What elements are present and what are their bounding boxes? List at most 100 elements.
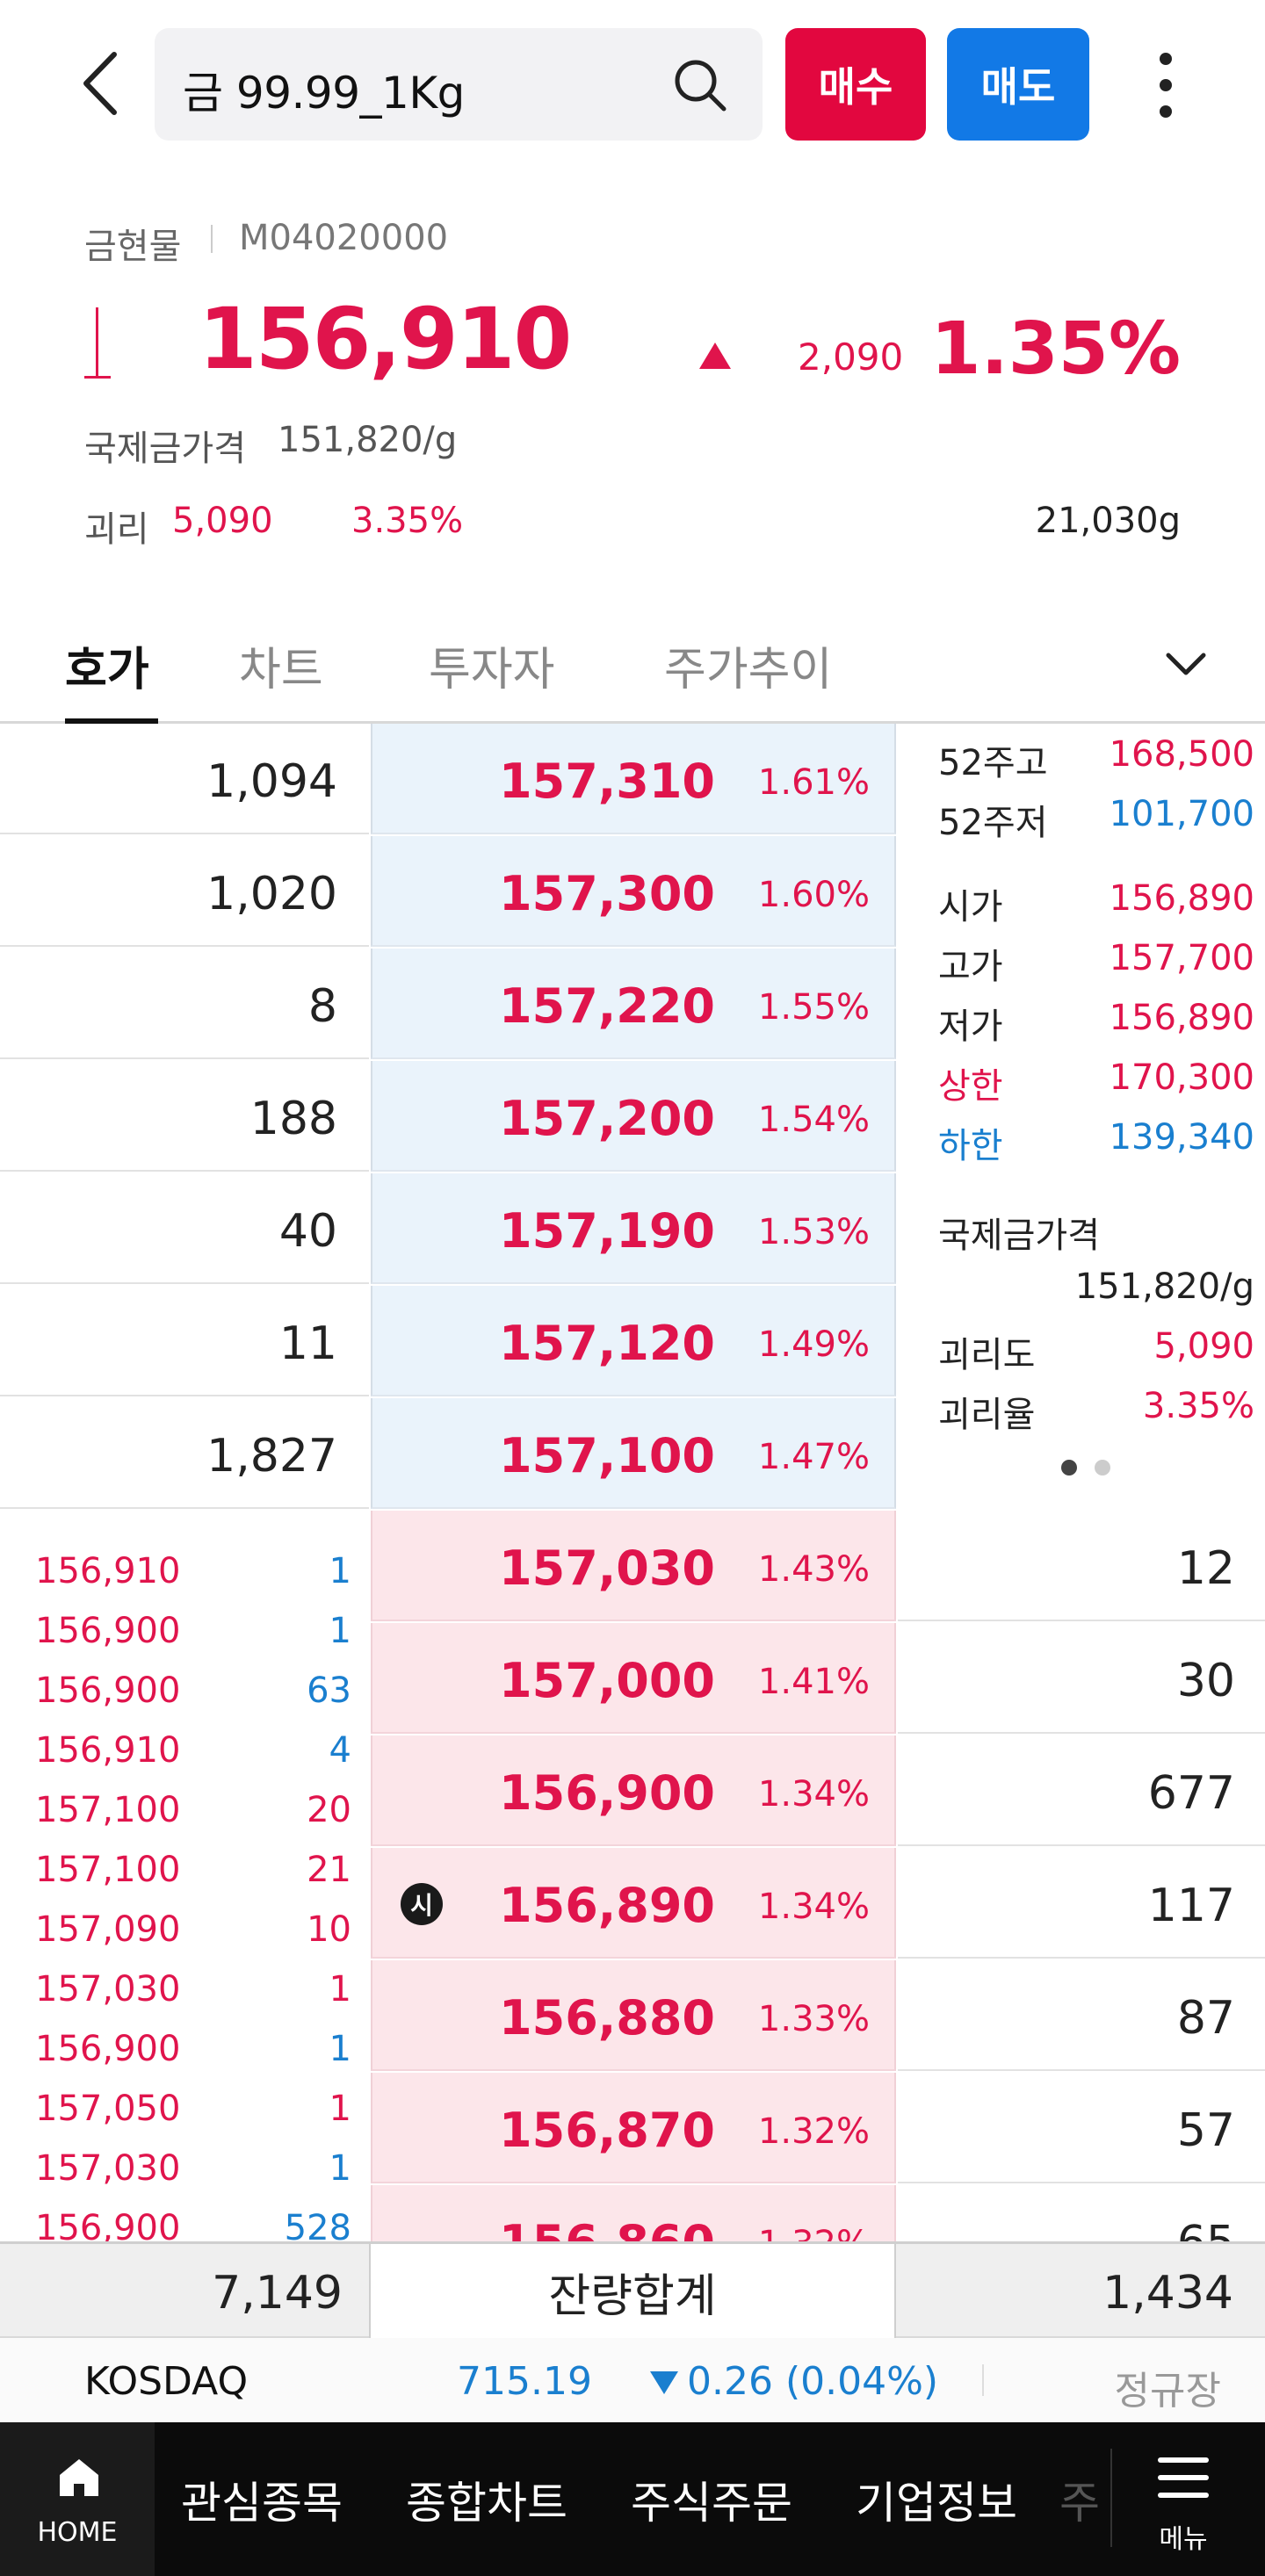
- lower-limit-mark-icon: [84, 307, 111, 395]
- menu-button[interactable]: 메뉴: [1133, 2422, 1265, 2576]
- ask-row[interactable]: 40 157,190 1.53%: [0, 1173, 1265, 1286]
- bid-qty: 30: [1176, 1655, 1235, 1707]
- ask-price: 157,120: [499, 1316, 715, 1371]
- bid-row[interactable]: 156,860 1.32% 65: [0, 2185, 1265, 2241]
- info-value: 3.35%: [1142, 1386, 1254, 1426]
- trade-qty: 1: [329, 1969, 351, 2010]
- bid-row[interactable]: 시 156,890 1.34% 117: [0, 1848, 1265, 1960]
- ask-row[interactable]: 1,827 157,100 1.47%: [0, 1398, 1265, 1511]
- info-value: 5,090: [1153, 1326, 1254, 1367]
- intl-gold-label: 국제금가격: [84, 429, 246, 469]
- down-triangle-icon: [650, 2371, 678, 2394]
- trade-qty: 63: [307, 1670, 351, 1711]
- sell-button[interactable]: 매도: [947, 28, 1089, 141]
- deviation-pct: 3.35%: [351, 501, 464, 541]
- home-button[interactable]: HOME: [0, 2422, 155, 2576]
- ask-row[interactable]: 1,020 157,300 1.60%: [0, 836, 1265, 949]
- bid-price-cell[interactable]: 156,880 1.33%: [371, 1960, 896, 2071]
- page-indicator[interactable]: [1061, 1460, 1128, 1479]
- chevron-down-icon[interactable]: [1160, 638, 1212, 690]
- bid-price: 156,860: [499, 2215, 715, 2241]
- info-value: 156,890: [1109, 878, 1254, 919]
- info-label: 52주저: [938, 803, 1048, 843]
- bid-row[interactable]: 156,900 1.34% 677: [0, 1735, 1265, 1848]
- bid-price-cell[interactable]: 157,030 1.43%: [371, 1511, 896, 1621]
- page-dot: [1095, 1460, 1110, 1476]
- bid-qty-cell: 677: [898, 1735, 1265, 1846]
- bid-price-cell[interactable]: 시 156,890 1.34%: [371, 1848, 896, 1959]
- trade-price: 157,050: [35, 2089, 181, 2129]
- trade-price: 157,090: [35, 1909, 181, 1950]
- bid-qty-cell: 12: [898, 1511, 1265, 1621]
- nav-chart[interactable]: 종합차트: [406, 2478, 567, 2529]
- bid-price-cell[interactable]: 156,900 1.34%: [371, 1735, 896, 1846]
- bottom-navigation: HOME 관심종목 종합차트 주식주문 기업정보 주 메뉴: [0, 2422, 1265, 2576]
- orderbook: 1,094 157,310 1.61% 1,020 157,300 1.60% 8 157,2…: [0, 724, 1265, 2241]
- price-change-pct: 1.35%: [930, 307, 1181, 391]
- info-value: 139,340: [1109, 1117, 1254, 1158]
- buy-button[interactable]: 매수: [785, 28, 926, 141]
- nav-order[interactable]: 주식주문: [631, 2478, 792, 2529]
- trade-row: 157,050 1: [35, 2089, 351, 2141]
- ask-row[interactable]: 11 157,120 1.49%: [0, 1286, 1265, 1398]
- tab-investor[interactable]: 투자자: [429, 644, 555, 696]
- ask-qty-cell: 1,094: [0, 724, 369, 834]
- bid-qty: 12: [1176, 1542, 1235, 1595]
- ask-row[interactable]: 1,094 157,310 1.61%: [0, 724, 1265, 836]
- ask-price: 157,220: [499, 978, 715, 1034]
- back-button[interactable]: [70, 44, 132, 123]
- ask-price-cell[interactable]: 157,120 1.49%: [371, 1286, 896, 1396]
- trade-row: 156,900 63: [35, 1670, 351, 1723]
- search-icon[interactable]: [669, 54, 731, 116]
- trade-qty: 4: [329, 1730, 351, 1771]
- bid-row[interactable]: 156,880 1.33% 87: [0, 1960, 1265, 2073]
- trade-qty: 1: [329, 2089, 351, 2129]
- info-label: 괴리도: [938, 1335, 1036, 1375]
- search-input-value[interactable]: 금 99.99_1Kg: [183, 68, 465, 119]
- bid-qty-cell: 57: [898, 2073, 1265, 2183]
- bid-row[interactable]: 156,870 1.32% 57: [0, 2073, 1265, 2185]
- bid-price-cell[interactable]: 156,870 1.32%: [371, 2073, 896, 2183]
- ask-row[interactable]: 188 157,200 1.54%: [0, 1061, 1265, 1173]
- bid-qty: 117: [1147, 1880, 1235, 1932]
- bid-price-cell[interactable]: 157,000 1.41%: [371, 1623, 896, 1734]
- info-value: 170,300: [1109, 1057, 1254, 1098]
- ask-qty-cell: 188: [0, 1061, 369, 1172]
- ask-row[interactable]: 8 157,220 1.55%: [0, 949, 1265, 1061]
- tab-chart[interactable]: 차트: [239, 644, 323, 696]
- bid-price: 157,030: [499, 1541, 715, 1596]
- bid-qty: 677: [1147, 1767, 1235, 1820]
- trade-qty: 1: [329, 1611, 351, 1651]
- trade-qty: 21: [307, 1850, 351, 1890]
- ask-price-cell[interactable]: 157,310 1.61%: [371, 724, 896, 834]
- ask-price-cell[interactable]: 157,100 1.47%: [371, 1398, 896, 1509]
- trade-qty: 20: [307, 1790, 351, 1830]
- ask-price-cell[interactable]: 157,220 1.55%: [371, 949, 896, 1059]
- trade-row: 156,900 1: [35, 1611, 351, 1663]
- nav-company-info[interactable]: 기업정보: [856, 2478, 1017, 2529]
- totals-label[interactable]: 잔량합계: [369, 2244, 896, 2339]
- bid-row[interactable]: 157,030 1.43% 12: [0, 1511, 1265, 1623]
- bid-pct: 1.32%: [757, 2111, 870, 2152]
- nav-watchlist[interactable]: 관심종목: [181, 2478, 343, 2529]
- market-index-ticker[interactable]: KOSDAQ 715.19 0.26 (0.04%) 정규장: [0, 2338, 1265, 2422]
- trade-row: 157,090 10: [35, 1909, 351, 1962]
- ask-price-cell[interactable]: 157,190 1.53%: [371, 1173, 896, 1284]
- nav-more-item[interactable]: 주: [1059, 2478, 1100, 2529]
- bid-pct: 1.41%: [757, 1662, 870, 1702]
- bid-price-cell[interactable]: 156,860 1.32%: [371, 2185, 896, 2241]
- info-value: 168,500: [1109, 734, 1254, 775]
- tab-price-trend[interactable]: 주가추이: [664, 644, 833, 696]
- ask-price-cell[interactable]: 157,300 1.60%: [371, 836, 896, 947]
- more-options-icon[interactable]: [1138, 46, 1191, 125]
- stock-search-field[interactable]: 금 99.99_1Kg: [155, 28, 763, 141]
- bid-pct: 1.32%: [758, 2224, 870, 2241]
- price-change: 2,090: [798, 336, 904, 379]
- ask-price-cell[interactable]: 157,200 1.54%: [371, 1061, 896, 1172]
- active-tab-indicator: [65, 718, 158, 724]
- ask-qty-cell: 40: [0, 1173, 369, 1284]
- trade-price: 157,030: [35, 2148, 181, 2189]
- bid-row[interactable]: 157,000 1.41% 30: [0, 1623, 1265, 1735]
- tab-orderbook[interactable]: 호가: [65, 644, 149, 696]
- trade-price: 156,900: [35, 2029, 181, 2069]
